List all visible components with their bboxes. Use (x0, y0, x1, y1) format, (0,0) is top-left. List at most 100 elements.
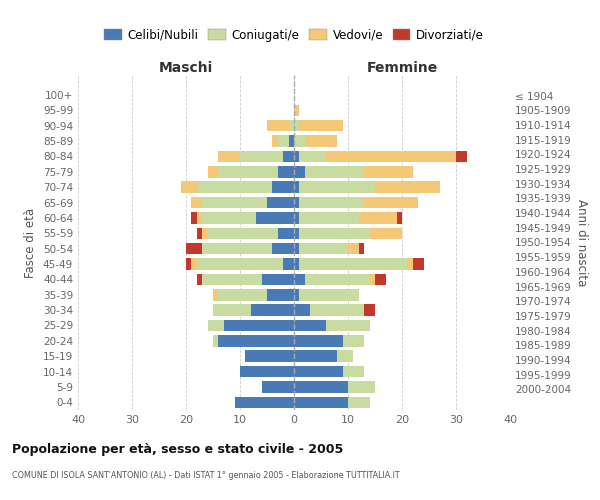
Bar (224, 320, 294, 331)
Bar (299, 182, 375, 193)
Bar (235, 396, 294, 408)
Bar (370, 228, 402, 239)
Bar (294, 243, 299, 254)
Bar (294, 335, 343, 346)
Bar (283, 258, 294, 270)
Bar (299, 197, 364, 208)
Bar (202, 197, 267, 208)
Bar (294, 104, 299, 116)
Bar (294, 366, 343, 378)
Bar (289, 136, 294, 147)
Y-axis label: Fasce di età: Fasce di età (25, 208, 37, 278)
Bar (305, 166, 364, 177)
Bar (240, 366, 294, 378)
Bar (397, 212, 402, 224)
Bar (294, 166, 305, 177)
Bar (343, 366, 364, 378)
Bar (208, 320, 224, 331)
Bar (294, 320, 326, 331)
Bar (337, 350, 353, 362)
Bar (326, 320, 370, 331)
Bar (267, 197, 294, 208)
Bar (294, 136, 305, 147)
Bar (213, 289, 218, 300)
Bar (305, 136, 337, 147)
Bar (202, 274, 262, 285)
Bar (370, 274, 375, 285)
Bar (191, 212, 197, 224)
Bar (202, 228, 208, 239)
Bar (289, 120, 294, 132)
Bar (267, 289, 294, 300)
Bar (202, 212, 256, 224)
Bar (294, 182, 299, 193)
Bar (310, 304, 364, 316)
Bar (294, 381, 348, 392)
Bar (278, 166, 294, 177)
Bar (294, 228, 299, 239)
Bar (262, 274, 294, 285)
Bar (343, 335, 364, 346)
Bar (364, 166, 413, 177)
Bar (375, 182, 440, 193)
Bar (294, 396, 348, 408)
Bar (278, 136, 289, 147)
Bar (294, 304, 310, 316)
Bar (299, 289, 359, 300)
Bar (294, 274, 305, 285)
Bar (191, 197, 202, 208)
Bar (364, 197, 418, 208)
Bar (181, 182, 197, 193)
Bar (294, 212, 299, 224)
Bar (251, 304, 294, 316)
Bar (240, 150, 283, 162)
Bar (364, 304, 375, 316)
Bar (294, 120, 299, 132)
Bar (218, 335, 294, 346)
Bar (299, 212, 359, 224)
Bar (186, 243, 202, 254)
Bar (197, 228, 202, 239)
Bar (197, 274, 202, 285)
Bar (191, 258, 197, 270)
Bar (213, 335, 218, 346)
Bar (262, 381, 294, 392)
Text: COMUNE DI ISOLA SANT'ANTONIO (AL) - Dati ISTAT 1° gennaio 2005 - Elaborazione TU: COMUNE DI ISOLA SANT'ANTONIO (AL) - Dati… (12, 471, 400, 480)
Bar (413, 258, 424, 270)
Bar (218, 150, 240, 162)
Bar (218, 166, 278, 177)
Bar (197, 212, 202, 224)
Bar (245, 350, 294, 362)
Bar (272, 136, 278, 147)
Bar (294, 258, 299, 270)
Bar (299, 228, 370, 239)
Bar (186, 258, 191, 270)
Bar (267, 120, 289, 132)
Text: Femmine: Femmine (367, 61, 437, 75)
Bar (375, 274, 386, 285)
Bar (278, 228, 294, 239)
Bar (256, 212, 294, 224)
Text: Popolazione per età, sesso e stato civile - 2005: Popolazione per età, sesso e stato civil… (12, 442, 343, 456)
Bar (348, 396, 370, 408)
Bar (348, 243, 359, 254)
Text: Maschi: Maschi (159, 61, 213, 75)
Bar (272, 243, 294, 254)
Bar (283, 150, 294, 162)
Bar (208, 166, 218, 177)
Bar (326, 150, 456, 162)
Bar (299, 258, 407, 270)
Bar (213, 304, 251, 316)
Bar (202, 243, 272, 254)
Bar (208, 228, 278, 239)
Bar (299, 243, 348, 254)
Bar (299, 150, 326, 162)
Bar (348, 381, 375, 392)
Bar (359, 212, 397, 224)
Bar (294, 289, 299, 300)
Bar (272, 182, 294, 193)
Bar (359, 243, 364, 254)
Bar (299, 120, 343, 132)
Bar (407, 258, 413, 270)
Bar (294, 350, 337, 362)
